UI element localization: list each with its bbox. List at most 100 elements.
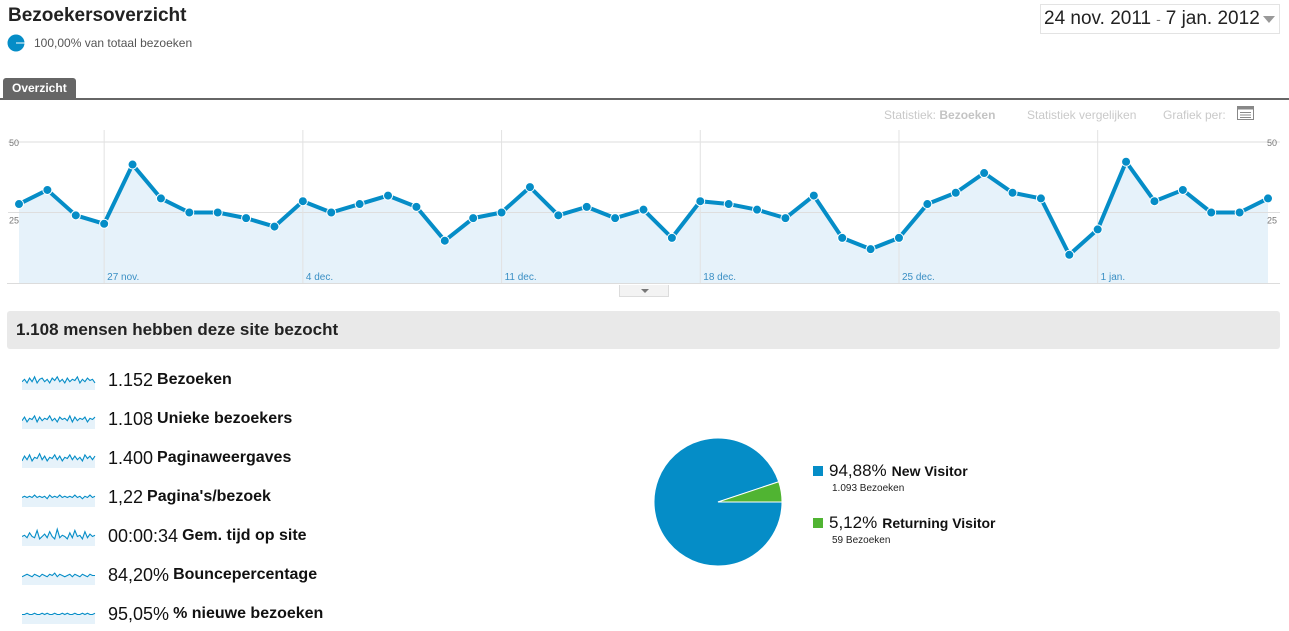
data-point[interactable] [950, 187, 961, 198]
data-point[interactable] [439, 235, 450, 246]
sparkline-icon [22, 612, 96, 624]
data-point[interactable] [42, 184, 53, 195]
data-point[interactable] [1263, 193, 1273, 204]
data-point[interactable] [155, 193, 166, 204]
data-point[interactable] [1035, 193, 1046, 204]
compare-metric-link[interactable]: Statistiek vergelijken [1027, 108, 1137, 122]
visits-line-chart[interactable]: 50 50 25 25 27 nov. 4 dec. 11 dec. 18 dec. 25 de… [0, 125, 1289, 283]
data-point[interactable] [524, 182, 535, 193]
chart-collapse-handle[interactable] [619, 285, 669, 297]
legend-swatch-returning [813, 518, 823, 528]
data-point[interactable] [922, 199, 933, 210]
legend-pct: 5,12% [829, 513, 878, 532]
metric-value: 1.108 [108, 408, 154, 429]
data-point[interactable] [610, 213, 621, 224]
data-point[interactable] [752, 204, 763, 215]
legend-pct: 94,88% [829, 461, 887, 480]
data-point[interactable] [666, 232, 677, 243]
legend-sub: 59 Bezoeken [832, 535, 891, 546]
summary-bar: 1.108 mensen hebben deze site bezocht [7, 311, 1280, 349]
data-point[interactable] [581, 201, 592, 212]
sparkline-icon [22, 527, 96, 546]
data-point[interactable] [127, 159, 138, 170]
data-point[interactable] [1121, 156, 1132, 167]
metric-row[interactable]: 00:00:34 Gem. tijd op site [22, 522, 307, 550]
metric-label: Bezoeken [157, 371, 232, 388]
data-point[interactable] [1206, 207, 1217, 218]
date-start: 24 nov. 2011 [1044, 8, 1152, 29]
data-point[interactable] [695, 196, 706, 207]
metric-row[interactable]: 1,22 Pagina's/bezoek [22, 483, 271, 511]
y-tick-label-right: 50 [1267, 138, 1277, 148]
data-point[interactable] [553, 210, 564, 221]
data-point[interactable] [70, 210, 81, 221]
data-point[interactable] [638, 204, 649, 215]
data-point[interactable] [326, 207, 337, 218]
chevron-down-icon [1263, 16, 1275, 23]
sparkline-icon [22, 494, 96, 507]
data-point[interactable] [383, 190, 394, 201]
data-point[interactable] [468, 213, 479, 224]
segment-text: 100,00% van totaal bezoeken [34, 36, 193, 50]
date-range-picker[interactable]: 24 nov. 2011 - 7 jan. 2012 [1040, 4, 1280, 34]
metric-prefix: Statistiek: [884, 108, 937, 122]
chart-type-icon[interactable] [1237, 106, 1254, 120]
legend-sub: 1.093 Bezoeken [832, 483, 905, 494]
x-tick-label: 18 dec. [703, 272, 736, 283]
pie-slice-returning-visitor[interactable] [717, 481, 783, 503]
data-point[interactable] [979, 168, 990, 179]
data-point[interactable] [297, 196, 308, 207]
x-tick-label: 11 dec. [505, 272, 537, 283]
visitor-type-pie-chart[interactable] [652, 436, 784, 568]
data-point[interactable] [837, 232, 848, 243]
x-tick-label: 4 dec. [306, 272, 333, 283]
metric-row[interactable]: 84,20% Bouncepercentage [22, 561, 317, 589]
metric-value: 00:00:34 [108, 525, 179, 546]
data-point[interactable] [354, 199, 365, 210]
data-point[interactable] [1177, 184, 1188, 195]
data-point[interactable] [808, 190, 819, 201]
metric-row[interactable]: 1.108 Unieke bezoekers [22, 405, 292, 433]
metric-row[interactable]: 1.400 Paginaweergaves [22, 444, 291, 472]
data-point[interactable] [893, 232, 904, 243]
metric-row[interactable]: 95,05%% nieuwe bezoeken [22, 600, 323, 628]
data-point[interactable] [1092, 224, 1103, 235]
legend-new-visitor[interactable]: 94,88% New Visitor 1.093 Bezoeken [813, 461, 968, 494]
data-point[interactable] [184, 207, 195, 218]
metric-value: 1.152 [108, 369, 154, 390]
data-point[interactable] [496, 207, 507, 218]
sparkline-icon [22, 375, 96, 390]
data-point[interactable] [723, 199, 734, 210]
pie-slice-new-visitor[interactable] [653, 437, 783, 567]
x-tick-label: 27 nov. [107, 272, 139, 283]
metric-selector[interactable]: Statistiek: Bezoeken [884, 108, 995, 122]
metric-value: 1,22 [108, 486, 144, 507]
legend-returning-visitor[interactable]: 5,12% Returning Visitor 59 Bezoeken [813, 513, 996, 546]
data-point[interactable] [241, 213, 252, 224]
metric-row[interactable]: 1.152 Bezoeken [22, 366, 232, 394]
data-point[interactable] [780, 213, 791, 224]
data-point[interactable] [1149, 196, 1160, 207]
data-point[interactable] [269, 221, 280, 232]
page-title: Bezoekersoverzicht [8, 5, 187, 26]
date-end: 7 jan. 2012 [1165, 8, 1260, 29]
metric-label: Pagina's/bezoek [147, 488, 271, 505]
data-point[interactable] [212, 207, 223, 218]
tab-divider [0, 98, 1289, 100]
y-tick-label-left: 25 [9, 216, 19, 226]
data-point[interactable] [411, 201, 422, 212]
data-point[interactable] [1064, 249, 1075, 260]
y-tick-label-right: 25 [1267, 216, 1277, 226]
date-separator: - [1156, 11, 1161, 27]
data-point[interactable] [99, 218, 110, 229]
data-point[interactable] [14, 199, 24, 210]
data-point[interactable] [1007, 187, 1018, 198]
x-tick-label: 1 jan. [1101, 272, 1125, 283]
data-point[interactable] [1234, 207, 1245, 218]
tab-overzicht[interactable]: Overzicht [3, 78, 76, 98]
y-tick-label-left: 50 [9, 138, 19, 148]
metric-label: Unieke bezoekers [157, 410, 293, 427]
segment-indicator[interactable]: 100,00% van totaal bezoeken [7, 34, 192, 52]
chart-bottom-border [7, 283, 1280, 284]
data-point[interactable] [865, 244, 876, 255]
